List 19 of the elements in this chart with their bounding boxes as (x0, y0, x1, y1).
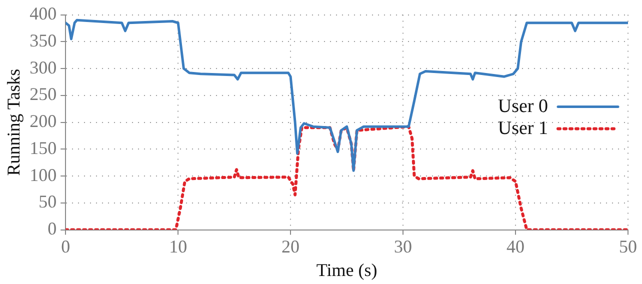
x-tick-label: 10 (169, 236, 188, 256)
y-tick-label: 100 (30, 164, 57, 185)
y-tick-label: 50 (38, 192, 57, 212)
y-tick-label: 150 (30, 138, 57, 158)
y-tick-label: 400 (30, 4, 57, 24)
x-tick-label: 40 (506, 236, 525, 256)
legend-label: User 1 (498, 118, 548, 139)
y-tick-label: 350 (30, 30, 57, 50)
x-tick-label: 30 (394, 236, 412, 256)
x-tick-label: 50 (619, 236, 637, 256)
y-tick-label: 300 (30, 57, 57, 78)
y-tick-label: 0 (48, 218, 57, 239)
legend-label: User 0 (498, 96, 548, 117)
y-axis-title: Running Tasks (4, 68, 24, 176)
x-tick-label: 20 (282, 236, 300, 256)
y-tick-label: 250 (30, 84, 57, 104)
x-axis-title: Time (s) (316, 260, 378, 280)
y-tick-label: 200 (30, 111, 57, 132)
x-tick-label: 0 (61, 236, 70, 256)
